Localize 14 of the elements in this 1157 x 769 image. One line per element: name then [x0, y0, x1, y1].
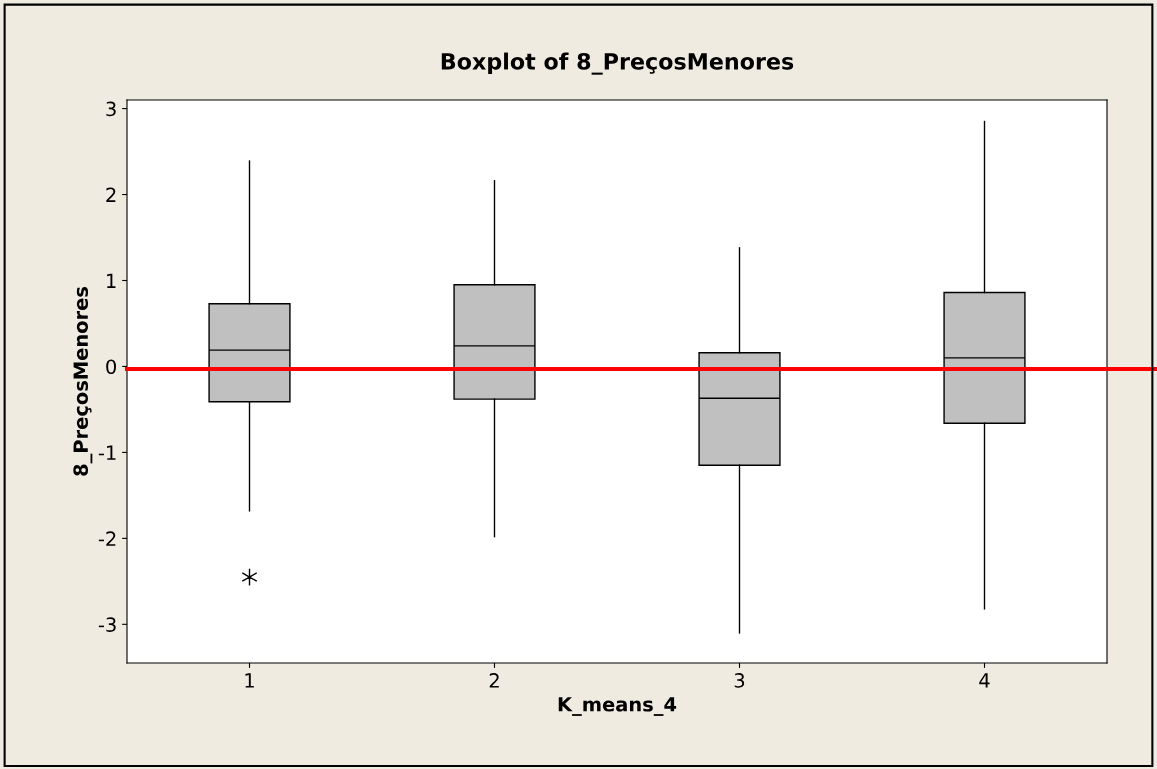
y-tick-label: 1 [107, 273, 116, 288]
y-tick-label: -2 [98, 531, 116, 546]
x-axis-title: K_means_4 [558, 697, 677, 716]
x-tick-label: 1 [245, 673, 254, 688]
y-axis-title: 8_PreçosMenores [73, 287, 93, 476]
y-tick-label: 3 [106, 101, 116, 117]
chart-title: Boxplot of 8_PreçosMenores [441, 52, 794, 75]
y-tick-label: -1 [98, 445, 116, 460]
y-tick-label: 0 [106, 359, 116, 375]
x-tick-label: 3 [734, 673, 745, 688]
y-tick-label: -3 [98, 617, 116, 632]
x-tick-label: 4 [979, 673, 990, 688]
x-tick-label: 2 [489, 673, 499, 688]
y-tick-label: 2 [106, 187, 116, 202]
